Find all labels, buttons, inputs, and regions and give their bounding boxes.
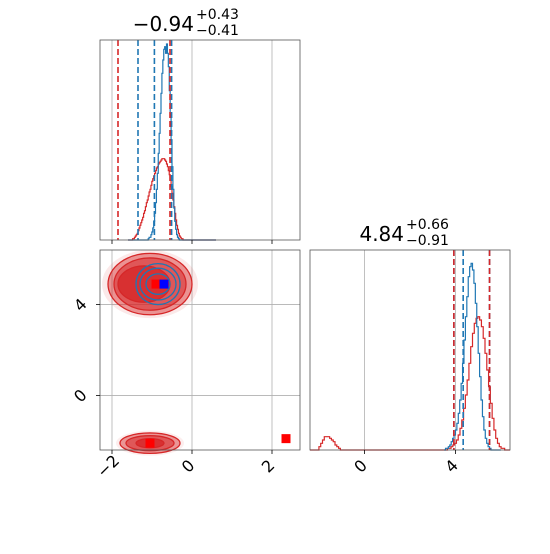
panel-right-bg: [310, 250, 510, 450]
panel-top-bg: [100, 40, 300, 240]
joint-marker-blue-1: [159, 279, 169, 289]
joint-ticklabel-y-1: 4: [70, 295, 91, 316]
joint-blue-contour-0: [135, 262, 181, 306]
title-0-plus: +0.43: [196, 7, 239, 23]
joint-marker-red-3: [281, 434, 291, 444]
joint-ticklabel-x-2: 2: [258, 456, 279, 477]
title-1-minus: −0.91: [406, 233, 449, 249]
joint-marker-red-2: [145, 438, 155, 448]
joint-ticklabel-x-0: −2: [93, 451, 123, 481]
panel-joint-frame: [99, 249, 301, 451]
panel-right-frame: [309, 249, 511, 451]
joint-blue-contour-1: [139, 267, 177, 301]
right-hist-blue: [444, 262, 501, 451]
panel-top-frame: [99, 39, 301, 241]
title-0-main: −0.94: [133, 12, 194, 36]
joint-blue-contour-2: [145, 273, 171, 295]
joint-ticklabel-x-1: 0: [178, 456, 199, 477]
title-0-minus: −0.41: [196, 23, 239, 39]
right-ticklabel-x-0: 0: [350, 456, 371, 477]
title-1-plus: +0.66: [406, 217, 449, 233]
joint-ticklabel-y-0: 0: [70, 385, 91, 406]
joint-marker-red-0: [151, 279, 161, 289]
right-ticklabel-x-1: 4: [441, 456, 462, 477]
title-1-main: 4.84: [359, 222, 404, 246]
